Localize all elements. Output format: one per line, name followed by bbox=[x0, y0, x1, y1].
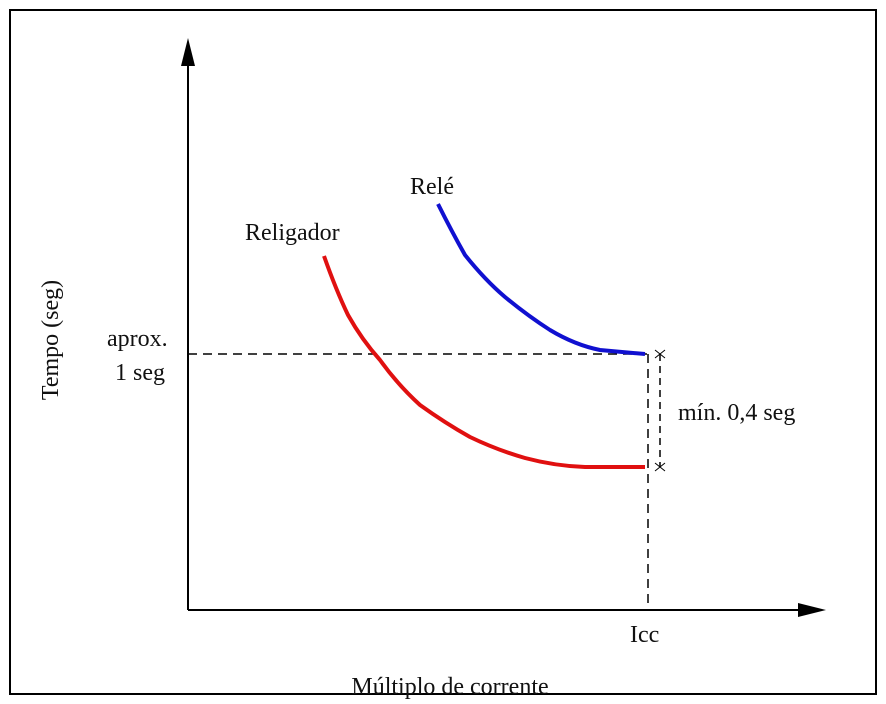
religador-curve bbox=[322, 255, 645, 469]
x-axis-arrow bbox=[798, 603, 826, 617]
y-axis-label: Tempo (seg) bbox=[38, 280, 64, 400]
margin-label: mín. 0,4 seg bbox=[678, 400, 795, 426]
y-axis-arrow bbox=[181, 38, 195, 66]
x-axis-label: Múltiplo de corrente bbox=[351, 674, 548, 700]
rele-label: Relé bbox=[410, 174, 454, 200]
dimension-ticks bbox=[654, 349, 666, 472]
approx-label: 1 seg bbox=[115, 360, 165, 386]
frame bbox=[9, 9, 877, 695]
icc-label: Icc bbox=[630, 622, 659, 648]
religador-label: Religador bbox=[245, 220, 340, 246]
approx-label: aprox. bbox=[107, 326, 168, 352]
rele-curve bbox=[436, 203, 646, 356]
